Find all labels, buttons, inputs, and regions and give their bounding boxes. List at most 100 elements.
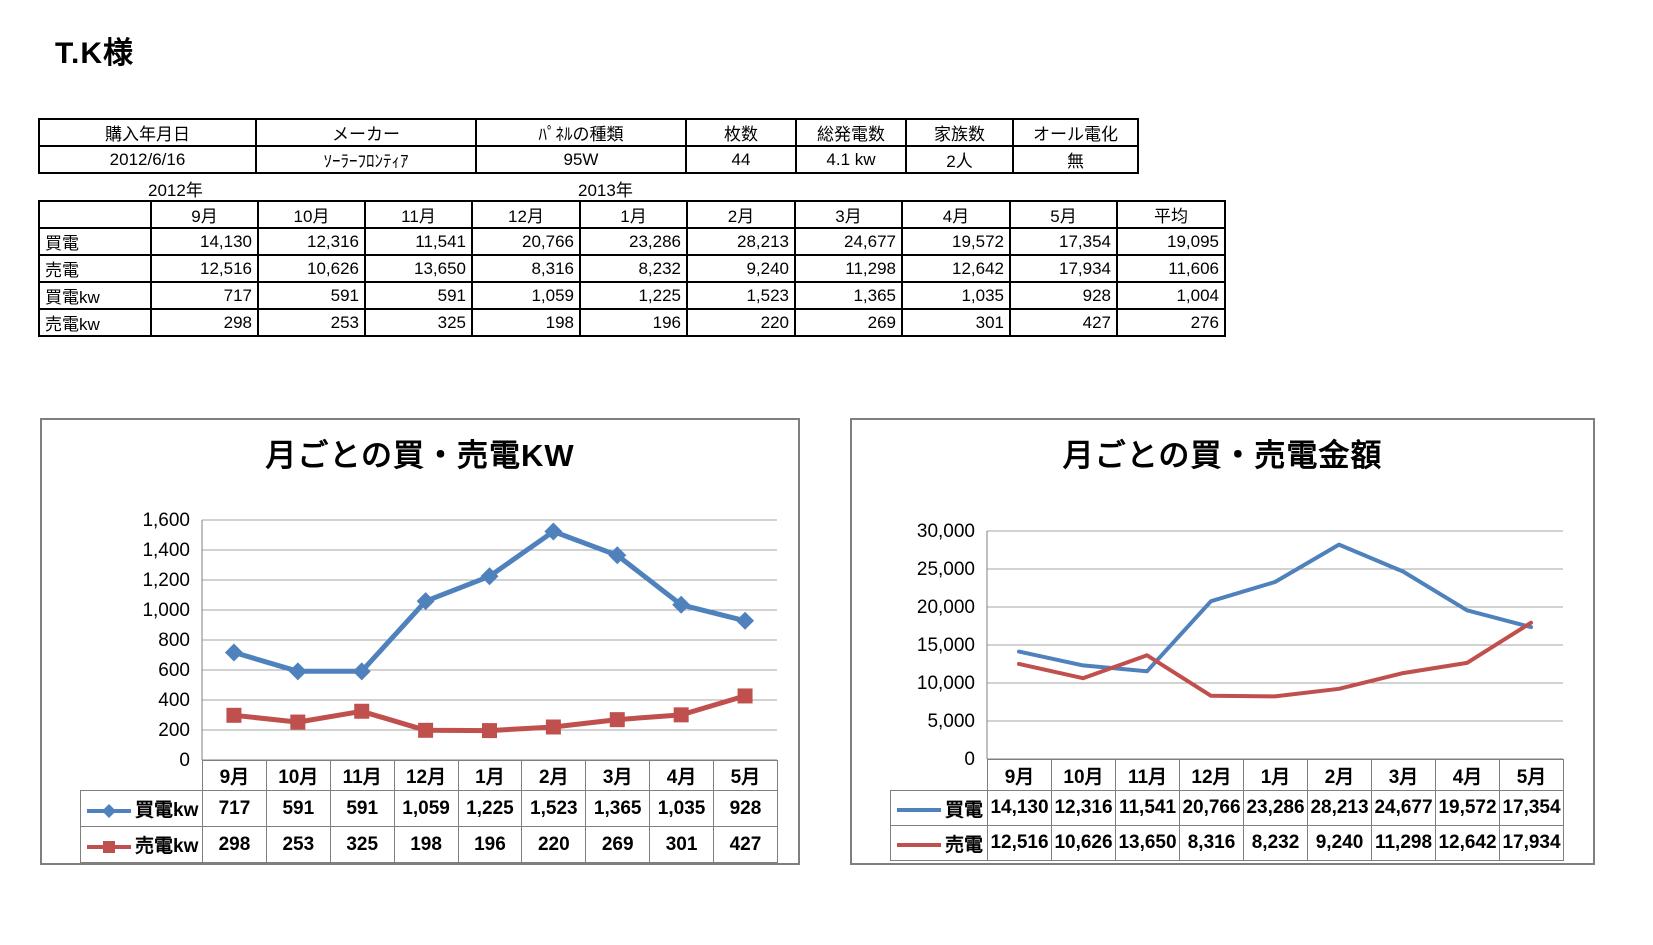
chart-value-cell: 301 xyxy=(649,826,714,863)
chart-series-row: 買電 14,130 12,316 11,541 20,766 23,286 28,213 24… xyxy=(890,790,1564,826)
value-cell: 11,298 xyxy=(794,254,903,283)
chart-value-cell: 28,213 xyxy=(1307,790,1372,826)
info-value-row: 2012/6/16 ｿｰﾗｰﾌﾛﾝﾃｨｱ 95W 44 4.1 kw 2人無 xyxy=(38,145,1139,174)
chart-value-cell: 928 xyxy=(713,790,778,827)
chart-value-cell: 12,316 xyxy=(1051,790,1116,826)
diamond-marker xyxy=(672,595,691,614)
value-cell: 427 xyxy=(1009,308,1118,337)
info-header-cell: メーカー xyxy=(255,118,477,147)
value-cell: 13,650 xyxy=(364,254,473,283)
value-cell: 8,232 xyxy=(579,254,688,283)
value-cell: 198 xyxy=(471,308,581,337)
chart-legend-cell: 売電kw xyxy=(80,826,203,863)
row-label: 売電 xyxy=(38,254,152,283)
data-row: 買電 14,130 12,316 11,541 20,766 23,286 28,213 24… xyxy=(38,227,1226,256)
y-axis-tick-label: 0 xyxy=(964,749,975,770)
value-cell: 591 xyxy=(257,281,366,310)
avg-header-cell: 平均 xyxy=(1116,200,1226,229)
value-cell: 9,240 xyxy=(686,254,796,283)
avg-cell: 11,606 xyxy=(1116,254,1226,283)
chart-value-cell: 198 xyxy=(393,826,459,863)
value-cell: 12,516 xyxy=(150,254,259,283)
value-cell: 220 xyxy=(686,308,796,337)
chart-month-header-cell: 5月 xyxy=(713,760,778,791)
chart-value-cell: 12,516 xyxy=(987,825,1052,861)
data-row: 買電kw 717 591 591 1,059 1,225 1,523 1,365 1,035 92… xyxy=(38,281,1226,310)
chart-legend-cell: 売電 xyxy=(890,825,988,861)
info-table: 購入年月日 メーカー ﾊﾟﾈﾙの種類 枚数 総発電数 家族数 オール電化 2012/6/16 ｿ… xyxy=(38,118,1139,174)
chart-amount-table: 9月 10月 11月 12月 1月 2月 3月 4月 5月 買電 14,130 12,316 11,54… xyxy=(890,759,1564,861)
chart-series-row: 売電kw 298 253 325 198 196 220 269 301 427 xyxy=(80,826,778,863)
chart-month-header-cell: 9月 xyxy=(202,760,267,791)
series-line-買電 xyxy=(1017,542,1533,674)
month-header-cell: 11月 xyxy=(364,200,473,229)
chart-value-cell: 591 xyxy=(265,790,331,827)
value-cell: 17,934 xyxy=(1009,254,1118,283)
chart-legend-label: 売電 xyxy=(945,834,984,856)
chart-month-header-cell: 5月 xyxy=(1499,759,1564,791)
value-cell: 11,541 xyxy=(364,227,473,256)
info-value-cell: 2人 xyxy=(905,145,1014,174)
data-row: 売電kw 298 253 325 198 196 220 269 301 427 276 xyxy=(38,308,1226,337)
square-marker xyxy=(545,719,561,735)
month-header-cell: 5月 xyxy=(1009,200,1118,229)
data-row: 売電 12,516 10,626 13,650 8,316 8,232 9,240 11,29… xyxy=(38,254,1226,283)
chart-series-row: 買電kw 717 591 591 1,059 1,225 1,523 1,365 1,035 92… xyxy=(80,790,778,827)
square-marker xyxy=(482,723,497,739)
month-header-cell: 10月 xyxy=(257,200,366,229)
avg-cell: 1,004 xyxy=(1116,281,1226,310)
y-axis-tick-label: 200 xyxy=(158,720,190,741)
corner-cell xyxy=(38,200,152,229)
value-cell: 23,286 xyxy=(579,227,688,256)
value-cell: 717 xyxy=(150,281,259,310)
chart-value-cell: 591 xyxy=(329,790,395,827)
row-label: 買電kw xyxy=(38,281,152,310)
info-header-row: 購入年月日 メーカー ﾊﾟﾈﾙの種類 枚数 総発電数 家族数 オール電化 xyxy=(38,118,1139,147)
chart-value-cell: 253 xyxy=(265,826,331,863)
value-cell: 301 xyxy=(901,308,1011,337)
value-cell: 19,572 xyxy=(901,227,1011,256)
chart-value-cell: 19,572 xyxy=(1435,790,1500,826)
info-value-cell: 95W xyxy=(475,145,687,174)
value-cell: 928 xyxy=(1009,281,1118,310)
value-cell: 1,523 xyxy=(686,281,796,310)
year-label-2013: 2013年 xyxy=(578,181,633,200)
y-axis-tick-label: 600 xyxy=(158,660,190,681)
y-axis-tick-label: 10,000 xyxy=(917,673,975,694)
y-axis-tick-label: 25,000 xyxy=(917,559,975,580)
diamond-marker xyxy=(224,643,243,662)
value-cell: 591 xyxy=(364,281,473,310)
chart-value-cell: 717 xyxy=(202,790,267,827)
legend-key-買電-icon xyxy=(897,808,941,813)
diamond-marker xyxy=(608,546,627,565)
value-cell: 8,316 xyxy=(471,254,581,283)
chart-value-cell: 269 xyxy=(585,826,651,863)
avg-cell: 276 xyxy=(1116,308,1226,337)
month-header-cell: 9月 xyxy=(150,200,259,229)
y-axis-tick-label: 400 xyxy=(158,690,190,711)
chart-value-cell: 1,035 xyxy=(649,790,714,827)
y-axis-tick-label: 1,200 xyxy=(142,570,190,591)
diamond-marker xyxy=(416,592,435,611)
monthly-data-table-body: 9月 10月 11月 12月 1月 2月 3月 4月 5月 平均 買電 14,130 12,316 11,… xyxy=(38,200,1226,337)
chart-kw-box: 月ごとの買・売電KW 0 200 400 600 800 1,000 1,200 1,400 1… xyxy=(40,418,800,865)
legend-key-買電kw-icon xyxy=(87,803,131,818)
row-label: 買電 xyxy=(38,227,152,256)
y-axis-tick-label: 20,000 xyxy=(917,597,975,618)
row-label: 売電kw xyxy=(38,308,152,337)
square-marker xyxy=(226,707,242,723)
info-value-cell: 2012/6/16 xyxy=(38,145,257,174)
value-cell: 253 xyxy=(257,308,366,337)
y-axis-tick-label: 0 xyxy=(179,750,190,771)
month-header-cell: 4月 xyxy=(901,200,1011,229)
chart-month-header-cell: 10月 xyxy=(1051,759,1116,791)
chart-value-cell: 20,766 xyxy=(1179,790,1244,826)
value-cell: 10,626 xyxy=(257,254,366,283)
chart-month-header-cell: 3月 xyxy=(1371,759,1436,791)
chart-legend-cell: 買電kw xyxy=(80,790,203,827)
chart-value-cell: 220 xyxy=(521,826,587,863)
chart-table-spacer xyxy=(81,761,203,791)
page-title: T.K様 xyxy=(55,37,134,70)
y-axis-tick-label: 15,000 xyxy=(917,635,975,656)
y-axis-tick-label: 30,000 xyxy=(917,521,975,542)
